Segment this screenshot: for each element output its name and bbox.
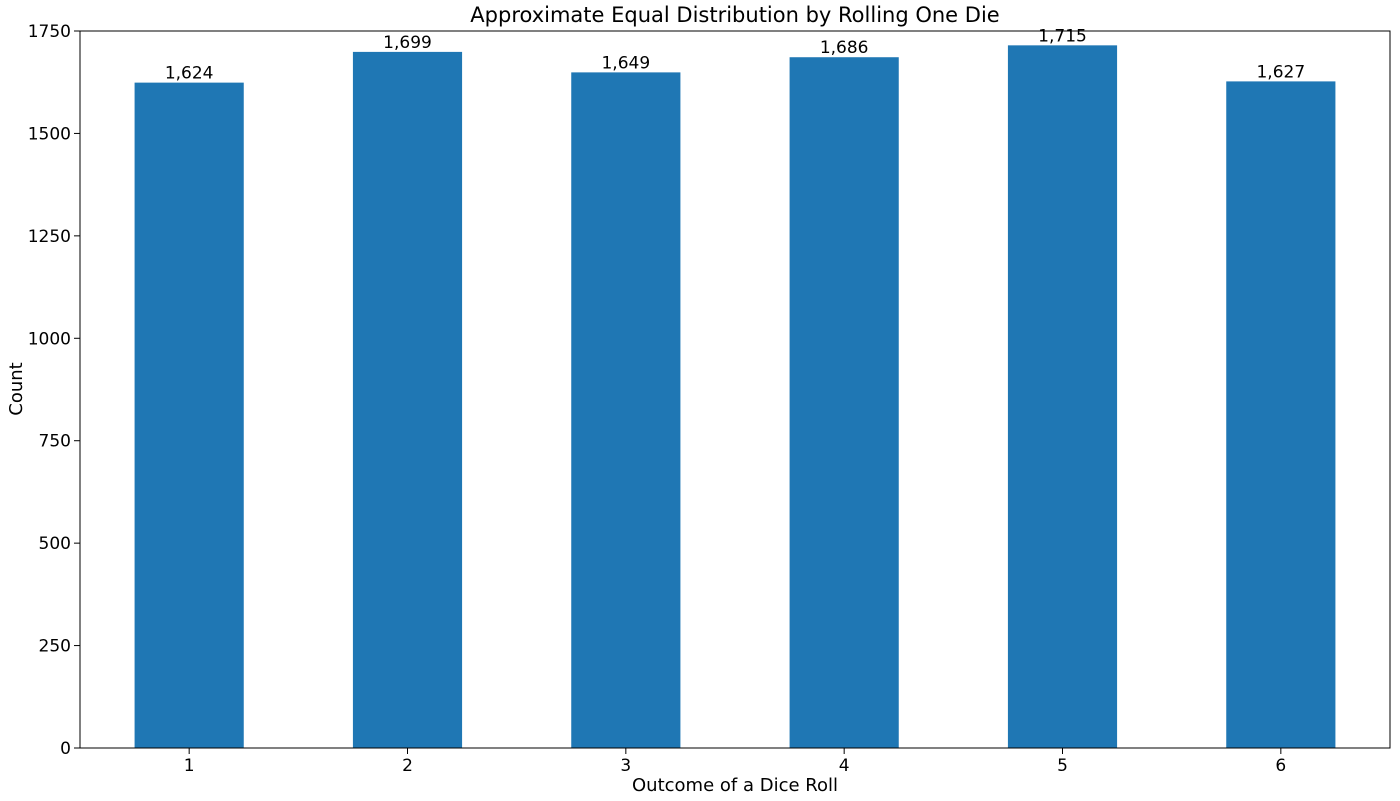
x-axis-title: Outcome of a Dice Roll: [632, 775, 838, 796]
bar: [789, 57, 899, 748]
bar-value-label: 1,715: [1038, 26, 1087, 46]
x-tick-label: 4: [839, 756, 850, 776]
x-tick-label: 2: [402, 756, 413, 776]
y-tick-label: 1500: [28, 124, 71, 144]
plot-frame: [79, 30, 1391, 749]
y-axis-ticks: 0 250 500 750 1000 1250 1500 1750: [28, 22, 80, 759]
x-tick-label: 5: [1057, 756, 1068, 776]
bar-value-label: 1,627: [1256, 62, 1305, 82]
bar: [1226, 81, 1336, 749]
bar: [134, 82, 244, 748]
y-tick-label: 0: [60, 739, 71, 759]
y-tick-label: 250: [39, 637, 71, 657]
bar: [352, 51, 463, 748]
y-tick-label: 1750: [28, 22, 71, 42]
x-tick-label: 3: [620, 756, 631, 776]
y-tick-label: 1000: [28, 329, 71, 349]
bar-value-label: 1,649: [601, 53, 650, 73]
x-tick-label: 6: [1275, 756, 1286, 776]
bar-value-label: 1,624: [165, 64, 214, 84]
chart-title: Approximate Equal Distribution by Rollin…: [470, 3, 999, 27]
x-axis-ticks: 1 2 3 4 5 6: [184, 748, 1286, 776]
y-tick-label: 500: [39, 534, 71, 554]
bar-value-label: 1,699: [383, 33, 432, 53]
bars: [134, 45, 1336, 749]
x-tick-label: 1: [184, 756, 195, 776]
bar-value-label: 1,686: [820, 38, 869, 58]
y-tick-label: 1250: [28, 227, 71, 247]
bar: [571, 72, 681, 748]
y-axis-title: Count: [6, 362, 27, 415]
bar: [1007, 45, 1118, 748]
bar-data-labels: 1,624 1,699 1,649 1,686 1,715 1,627: [165, 26, 1305, 83]
y-tick-label: 750: [39, 432, 71, 452]
